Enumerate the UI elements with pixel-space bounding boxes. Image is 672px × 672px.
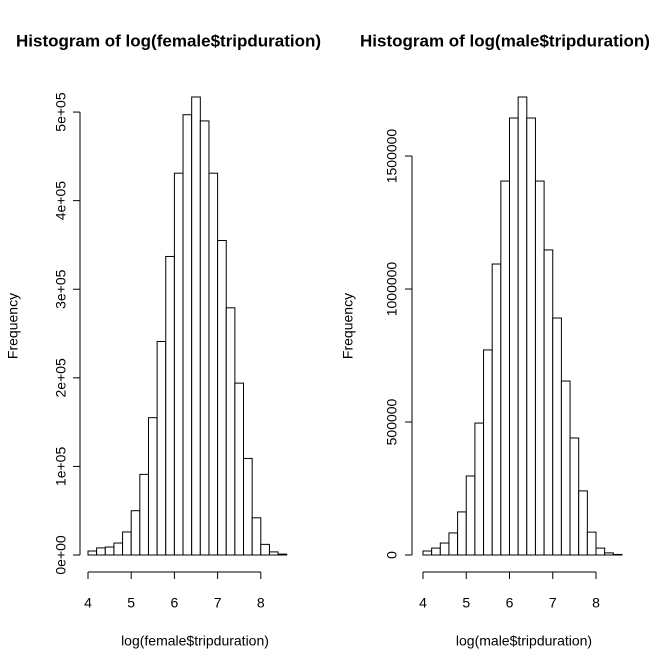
panel: Histogram of log(female$tripduration) log… — [5, 31, 321, 648]
x-tick-label: 6 — [171, 595, 179, 611]
bar — [156, 341, 167, 556]
bar — [87, 550, 98, 556]
x-axis-label: log(female$tripduration) — [121, 633, 269, 649]
bar — [552, 317, 562, 556]
panel: Histogram of log(male$tripduration) log(m… — [340, 31, 650, 648]
x-tick-label: 8 — [257, 595, 265, 611]
chart-title: Histogram of log(male$tripduration) — [360, 31, 650, 50]
x-axis-label: log(male$tripduration) — [456, 633, 592, 649]
y-tick-label: 5e+05 — [53, 92, 69, 132]
bar — [604, 552, 614, 556]
y-axis-label: Frequency — [5, 293, 21, 359]
y-tick-label: 0 — [384, 551, 400, 559]
bar — [217, 240, 227, 556]
bar — [448, 532, 459, 556]
bar — [612, 553, 623, 556]
bar — [586, 531, 597, 556]
bar — [199, 120, 210, 556]
bar — [491, 263, 502, 556]
bar — [251, 517, 262, 556]
x-tick-label: 8 — [592, 595, 600, 611]
bar — [439, 542, 450, 556]
y-tick-label: 500000 — [384, 398, 400, 445]
y-tick-label: 1000000 — [384, 262, 400, 317]
bar — [569, 437, 580, 556]
bar — [225, 307, 236, 556]
bar — [560, 380, 571, 556]
y-tick-label: 2e+05 — [53, 358, 69, 398]
bar — [173, 172, 184, 556]
x-tick-label: 7 — [214, 595, 222, 611]
x-tick-label: 5 — [462, 595, 470, 611]
bar — [465, 475, 476, 556]
bar — [500, 180, 511, 556]
bar — [422, 550, 433, 556]
bar — [457, 511, 467, 556]
bar — [526, 117, 536, 556]
bar — [122, 531, 132, 556]
x-tick-label: 6 — [506, 595, 514, 611]
bar — [517, 96, 528, 556]
bar — [277, 553, 288, 556]
y-tick-label: 0e+00 — [53, 535, 69, 575]
bar — [96, 547, 106, 556]
bar — [147, 417, 158, 556]
y-tick-label: 1e+05 — [53, 447, 69, 487]
x-tick-label: 4 — [419, 595, 427, 611]
y-axis-label: Frequency — [340, 293, 356, 359]
y-tick-label: 3e+05 — [53, 269, 69, 309]
bar — [543, 249, 554, 556]
bar — [260, 543, 270, 556]
bar — [165, 255, 175, 556]
bar — [234, 382, 245, 556]
chart-title: Histogram of log(female$tripduration) — [16, 31, 321, 50]
bar — [191, 96, 201, 556]
bar — [578, 490, 588, 556]
bar — [104, 546, 115, 556]
bar — [474, 422, 485, 556]
bar — [130, 510, 141, 556]
bar — [509, 117, 519, 556]
y-tick-label: 1500000 — [384, 129, 400, 184]
bar — [268, 551, 279, 556]
bar — [208, 172, 219, 556]
bar — [113, 542, 124, 556]
bar — [483, 349, 493, 556]
bar — [534, 180, 545, 556]
y-tick-label: 4e+05 — [53, 181, 69, 221]
bar — [431, 547, 441, 556]
x-tick-label: 5 — [127, 595, 135, 611]
bar — [595, 547, 606, 556]
x-tick-label: 7 — [549, 595, 557, 611]
bar — [139, 473, 149, 556]
x-tick-label: 4 — [84, 595, 92, 611]
bar — [243, 457, 253, 556]
bar — [182, 114, 193, 556]
